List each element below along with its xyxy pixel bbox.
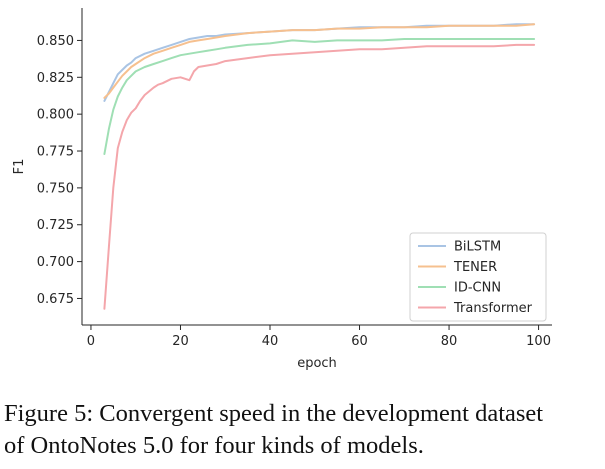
chart-area: 0 20 40 60 80 100 0.675 0.700 0.725 0.750 0.775 0.8… [12,8,552,371]
x-tick-label: 60 [351,334,368,349]
legend-label-tener: TENER [453,260,497,275]
y-tick-label: 0.750 [37,181,74,196]
y-tick-label: 0.800 [37,108,74,123]
series-line-transformer [103,43,536,310]
y-tick-label: 0.700 [37,255,74,270]
legend-label-transformer: Transformer [453,301,533,316]
series-line-id-cnn [103,38,536,155]
x-tick-label: 40 [262,334,279,349]
caption-line-1: Figure 5: Convergent speed in the develo… [4,400,544,427]
x-tick-label: 80 [441,334,458,349]
series-line-bilstm [103,23,536,102]
y-tick-label: 0.725 [37,218,74,233]
legend-label-id-cnn: ID-CNN [454,281,501,296]
x-tick-label: 0 [87,334,95,349]
series-line-tener [103,23,536,99]
y-tick-label: 0.775 [37,145,74,160]
y-axis-title: F1 [12,159,27,175]
line-chart: 0 20 40 60 80 100 0.675 0.700 0.725 0.750 0.775 0.8… [12,8,552,371]
y-tick-label: 0.850 [37,34,74,49]
caption-line-2: of OntoNotes 5.0 for four kinds of model… [4,432,424,459]
legend-label-bilstm: BiLSTM [454,240,501,255]
legend-box [409,232,547,322]
x-tick-label: 20 [172,334,189,349]
x-tick-label: 100 [526,334,551,349]
figure-caption: Figure 5: Convergent speed in the develo… [4,398,602,462]
y-tick-label: 0.675 [37,292,74,307]
y-tick-label: 0.825 [37,71,74,86]
x-axis-title: epoch [297,356,337,371]
